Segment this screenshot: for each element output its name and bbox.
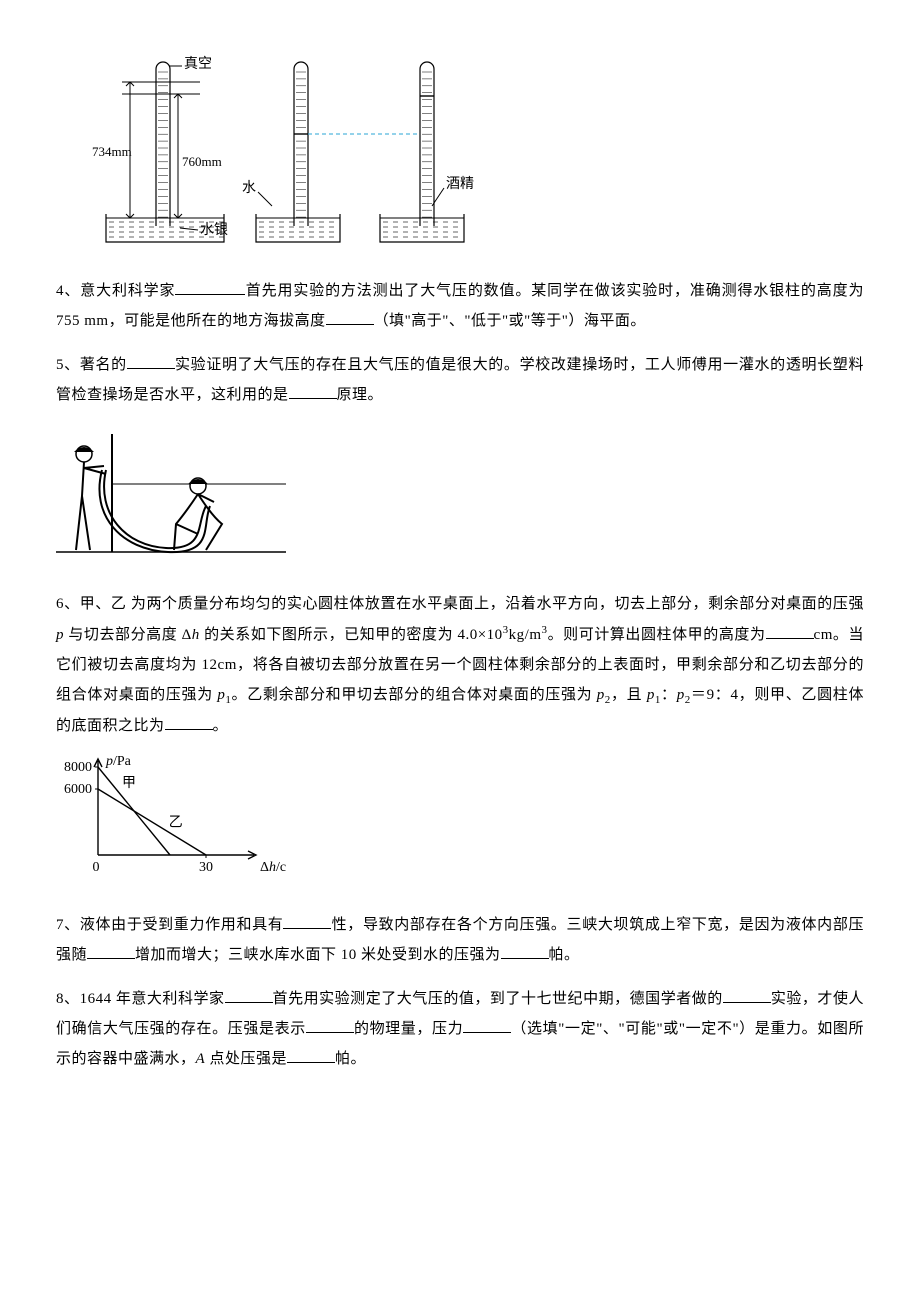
blank — [287, 1048, 335, 1063]
svg-text:6000: 6000 — [64, 782, 92, 797]
text: 著名的 — [80, 357, 127, 373]
text: 点处压强是 — [205, 1051, 287, 1067]
blank — [225, 988, 273, 1003]
question-number: 7、 — [56, 917, 80, 933]
barometer-diagrams-row: 真空 734mm 760mm 水银 水 酒精 — [56, 56, 864, 256]
text: 。则可计算出圆柱体甲的高度为 — [548, 627, 766, 643]
var-p2b: p — [677, 687, 685, 703]
blank — [127, 354, 175, 369]
text: 帕。 — [549, 947, 580, 963]
svg-text:真空: 真空 — [184, 56, 212, 72]
text: 意大利科学家 — [80, 283, 175, 299]
question-7: 7、液体由于受到重力作用和具有性，导致内部存在各个方向压强。三峡大坝筑成上窄下宽… — [56, 910, 864, 970]
water-alcohol-tubes-diagram: 水 酒精 — [236, 56, 486, 256]
text: 。乙剩余部分和甲切去部分的组合体对桌面的压强为 — [231, 687, 596, 703]
var-h: h — [192, 627, 200, 643]
svg-text:8000: 8000 — [64, 760, 92, 775]
text: ，且 — [611, 687, 647, 703]
svg-text:p/Pa: p/Pa — [105, 755, 132, 769]
question-number: 6、 — [56, 596, 80, 612]
text: 增加而增大；三峡水库水面下 10 米处受到水的压强为 — [135, 947, 501, 963]
blank — [463, 1018, 511, 1033]
text: 实验证明了大气压的存在且大气压的值是很大的。学校改建操场时，工人师傅用一灌水的透… — [56, 357, 864, 403]
text: ： — [661, 687, 677, 703]
var-p1b: p — [647, 687, 655, 703]
question-4: 4、意大利科学家首先用实验的方法测出了大气压的数值。某同学在做该实验时，准确测得… — [56, 276, 864, 336]
text: 甲、乙 为两个质量分布均匀的实心圆柱体放置在水平桌面上，沿着水平方向，切去上部分… — [80, 596, 864, 612]
question-6: 6、甲、乙 为两个质量分布均匀的实心圆柱体放置在水平桌面上，沿着水平方向，切去上… — [56, 589, 864, 741]
question-number: 8、 — [56, 991, 80, 1007]
blank — [87, 944, 135, 959]
text: 原理。 — [337, 387, 384, 403]
blank — [326, 310, 374, 325]
text: 。 — [213, 718, 229, 734]
text: 的物理量，压力 — [354, 1021, 463, 1037]
blank — [289, 384, 337, 399]
svg-text:734mm: 734mm — [92, 144, 132, 159]
blank — [175, 280, 245, 295]
blank — [723, 988, 771, 1003]
text: 的关系如下图所示，已知甲的密度为 4.0×10 — [200, 627, 503, 643]
point-A: A — [196, 1051, 206, 1067]
svg-text:乙: 乙 — [169, 814, 183, 830]
blank — [766, 624, 814, 639]
svg-text:甲: 甲 — [122, 776, 136, 791]
pressure-height-chart: 6000 8000 0 30 甲乙 p/Pa Δh/cm — [56, 755, 864, 896]
text: 液体由于受到重力作用和具有 — [80, 917, 284, 933]
question-8: 8、1644 年意大利科学家 首先用实验测定了大气压的值，到了十七世纪中期，德国学… — [56, 984, 864, 1074]
blank — [165, 715, 213, 730]
svg-text:0: 0 — [93, 860, 100, 875]
mercury-barometer-diagram: 真空 734mm 760mm 水银 — [56, 56, 236, 256]
question-5: 5、著名的实验证明了大气压的存在且大气压的值是很大的。学校改建操场时，工人师傅用… — [56, 350, 864, 410]
text: 首先用实验测定了大气压的值，到了十七世纪中期，德国学者做的 — [273, 991, 723, 1007]
text: 帕。 — [335, 1051, 366, 1067]
var-p: p — [56, 627, 64, 643]
var-p2: p — [597, 687, 605, 703]
workers-leveling-figure — [56, 424, 864, 575]
text: 与切去部分高度 Δ — [64, 627, 192, 643]
blank — [306, 1018, 354, 1033]
svg-text:Δh/cm: Δh/cm — [260, 860, 286, 875]
text: kg/m — [509, 627, 542, 643]
blank — [501, 944, 549, 959]
text: （填"高于"、"低于"或"等于"）海平面。 — [374, 313, 646, 329]
svg-text:酒精: 酒精 — [446, 176, 474, 192]
svg-text:水: 水 — [242, 180, 256, 196]
svg-text:760mm: 760mm — [182, 154, 222, 169]
text: 1644 年意大利科学家 — [80, 991, 225, 1007]
question-number: 4、 — [56, 283, 80, 299]
svg-text:30: 30 — [199, 860, 213, 875]
question-number: 5、 — [56, 357, 80, 373]
svg-text:水银: 水银 — [200, 222, 228, 238]
blank — [283, 914, 331, 929]
